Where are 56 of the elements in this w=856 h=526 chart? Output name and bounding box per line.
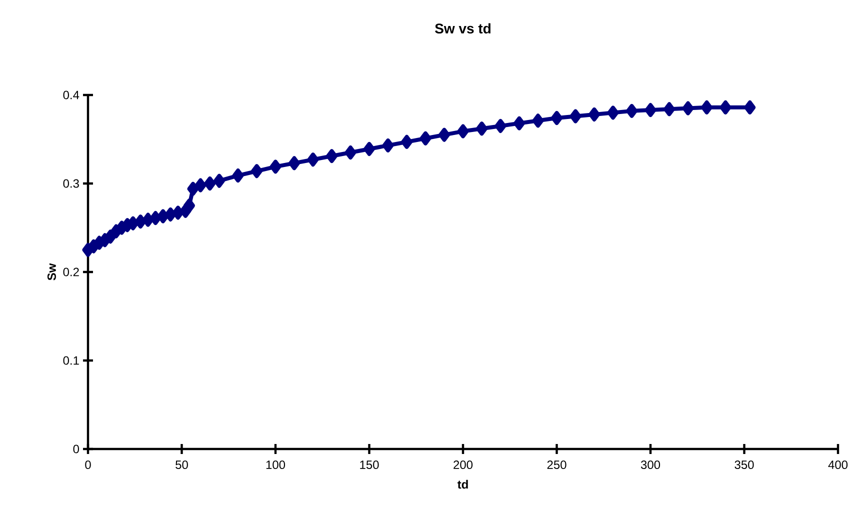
y-tick-label: 0.3 bbox=[63, 179, 79, 188]
point bbox=[551, 111, 563, 126]
point bbox=[288, 156, 300, 170]
x-axis-title: td bbox=[457, 480, 468, 489]
point bbox=[438, 128, 450, 142]
point bbox=[420, 131, 432, 146]
point bbox=[514, 116, 526, 130]
point bbox=[476, 122, 488, 136]
point bbox=[644, 103, 656, 118]
point bbox=[344, 146, 356, 160]
x-tick-label: 400 bbox=[828, 460, 848, 470]
point bbox=[570, 109, 582, 124]
point bbox=[142, 212, 154, 227]
point bbox=[270, 160, 282, 174]
x-tick-label: 200 bbox=[454, 460, 473, 470]
point bbox=[150, 211, 162, 226]
point bbox=[626, 104, 638, 118]
y-tick-label: 0 bbox=[73, 444, 80, 454]
point bbox=[232, 168, 244, 183]
point bbox=[682, 101, 694, 116]
point bbox=[401, 134, 413, 149]
point bbox=[157, 209, 169, 224]
point bbox=[184, 198, 195, 213]
y-tick-label: 0.1 bbox=[63, 356, 79, 365]
point bbox=[494, 118, 506, 133]
point bbox=[164, 207, 176, 222]
point bbox=[744, 100, 756, 114]
point bbox=[326, 149, 338, 164]
point bbox=[134, 214, 146, 229]
y-axis-title: Sw bbox=[47, 263, 56, 280]
point bbox=[172, 206, 184, 220]
x-tick-label: 0 bbox=[85, 460, 91, 470]
point bbox=[251, 164, 262, 178]
x-tick-label: 300 bbox=[640, 460, 660, 470]
point bbox=[532, 114, 544, 128]
point bbox=[457, 124, 469, 138]
x-tick-label: 350 bbox=[734, 460, 754, 470]
y-tick-label: 0.4 bbox=[63, 90, 80, 100]
x-tick-label: 100 bbox=[266, 460, 286, 470]
point bbox=[214, 174, 225, 188]
point bbox=[607, 106, 619, 120]
point bbox=[664, 102, 676, 116]
point bbox=[588, 107, 600, 122]
chart-title: Sw vs td bbox=[435, 23, 490, 34]
point bbox=[194, 178, 206, 192]
x-tick-label: 150 bbox=[360, 460, 379, 470]
point bbox=[187, 182, 199, 196]
point bbox=[701, 100, 713, 114]
point bbox=[307, 152, 319, 167]
point bbox=[364, 142, 375, 156]
y-tick-label: 0.2 bbox=[63, 268, 79, 276]
point bbox=[720, 100, 732, 114]
x-tick-label: 250 bbox=[547, 460, 566, 470]
x-tick-label: 50 bbox=[176, 460, 188, 470]
point bbox=[382, 138, 394, 152]
point bbox=[204, 176, 216, 190]
